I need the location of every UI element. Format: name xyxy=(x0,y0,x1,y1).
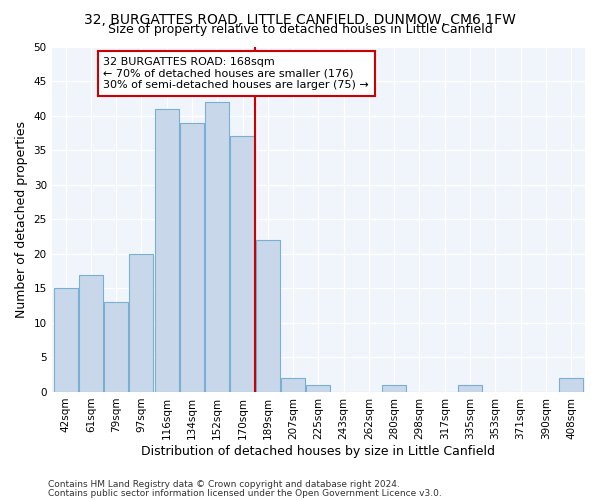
Bar xyxy=(130,254,154,392)
Bar xyxy=(53,288,77,392)
Text: Contains HM Land Registry data © Crown copyright and database right 2024.: Contains HM Land Registry data © Crown c… xyxy=(48,480,400,489)
Y-axis label: Number of detached properties: Number of detached properties xyxy=(15,120,28,318)
Bar xyxy=(307,385,331,392)
Bar xyxy=(256,240,280,392)
Text: Size of property relative to detached houses in Little Canfield: Size of property relative to detached ho… xyxy=(107,22,493,36)
Bar xyxy=(79,274,103,392)
Bar xyxy=(382,385,406,392)
Text: Contains public sector information licensed under the Open Government Licence v3: Contains public sector information licen… xyxy=(48,488,442,498)
Text: 32, BURGATTES ROAD, LITTLE CANFIELD, DUNMOW, CM6 1FW: 32, BURGATTES ROAD, LITTLE CANFIELD, DUN… xyxy=(84,12,516,26)
Bar xyxy=(205,102,229,392)
Bar xyxy=(559,378,583,392)
Bar xyxy=(155,108,179,392)
Bar xyxy=(104,302,128,392)
Bar xyxy=(230,136,254,392)
Bar xyxy=(458,385,482,392)
Bar xyxy=(281,378,305,392)
Text: 32 BURGATTES ROAD: 168sqm
← 70% of detached houses are smaller (176)
30% of semi: 32 BURGATTES ROAD: 168sqm ← 70% of detac… xyxy=(103,57,369,90)
X-axis label: Distribution of detached houses by size in Little Canfield: Distribution of detached houses by size … xyxy=(142,444,496,458)
Bar xyxy=(180,122,204,392)
